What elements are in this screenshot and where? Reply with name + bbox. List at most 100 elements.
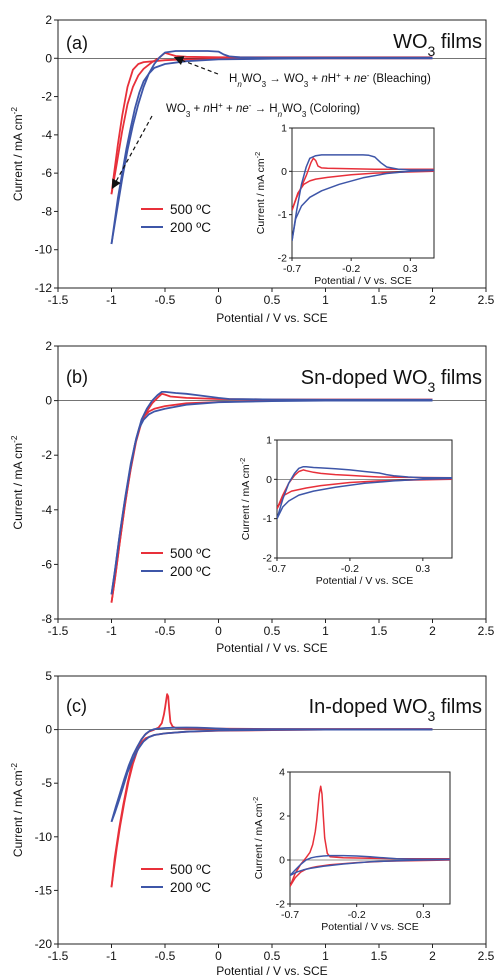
- y-tick-label: 2: [45, 339, 52, 353]
- x-tick-label: 1.5: [371, 624, 388, 638]
- panel-label: (c): [66, 696, 87, 716]
- inset-y-tick-label: 4: [279, 767, 285, 779]
- series-line-0-1: [292, 157, 434, 211]
- inset-y-tick-label: 2: [279, 811, 285, 823]
- inset-frame: [291, 127, 435, 259]
- y-tick-label: 5: [45, 669, 52, 683]
- inset-y-tick-label: 1: [266, 435, 272, 447]
- series-line-1-0: [292, 169, 434, 241]
- y-tick-label: 0: [45, 51, 52, 65]
- inset-x-tick-label: -0.2: [348, 909, 366, 921]
- series-line-1-1: [110, 50, 433, 245]
- x-tick-label: 2: [429, 949, 436, 963]
- inset-y-tick-label: -2: [276, 899, 285, 911]
- inset-y-tick-label: -2: [263, 553, 272, 565]
- chart-title: WO3 films: [393, 31, 482, 59]
- chart-panel-1: 2 0 -2 -4 -6 -8-1.5 -1 -0.5 0 0.5 1 1.5 2 2.5 Potentia…: [9, 339, 495, 655]
- series-line-1-1: [110, 726, 433, 823]
- y-tick-label: -2: [41, 448, 52, 462]
- x-tick-label: 1: [322, 624, 329, 638]
- x-tick-label: -1: [106, 293, 117, 307]
- inset-y-tick-label: 1: [281, 123, 287, 135]
- y-tick-label: -4: [41, 503, 52, 517]
- inset-frame: [289, 771, 451, 905]
- x-tick-label: -1.5: [48, 949, 69, 963]
- x-tick-label: 0.5: [264, 624, 281, 638]
- legend-label: 200 ºC: [170, 564, 211, 579]
- x-tick-label: 0: [215, 293, 222, 307]
- x-axis-label: Potential / V vs. SCE: [216, 641, 327, 655]
- inset-x-tick-label: 0.3: [416, 909, 431, 921]
- x-tick-label: 1: [322, 949, 329, 963]
- y-tick-label: -12: [35, 281, 53, 295]
- chart-title: Sn-doped WO3 films: [301, 367, 482, 395]
- inset-x-tick-label: -0.7: [281, 909, 299, 921]
- inset-y-tick-label: 0: [266, 474, 272, 486]
- legend-label: 500 ºC: [170, 202, 211, 217]
- legend-label: 200 ºC: [170, 220, 211, 235]
- y-tick-label: -15: [35, 883, 53, 897]
- y-axis-label: Current / mA cm-2: [9, 763, 25, 857]
- inset-y-tick-label: -2: [278, 253, 287, 265]
- inset-y-axis-label: Current / mA cm-2: [238, 458, 253, 540]
- x-tick-label: 1.5: [371, 949, 388, 963]
- panel-label: (b): [66, 367, 88, 387]
- y-tick-label: -10: [35, 243, 53, 257]
- chart-panel-2: 5 0 -5 -10 -15 -20-1.5 -1 -0.5 0 0.5 1 1.5 2 2.5 Poten…: [9, 669, 495, 977]
- inset-y-tick-label: 0: [281, 166, 287, 178]
- chart-title: In-doped WO3 films: [309, 696, 482, 724]
- y-tick-label: -8: [41, 204, 52, 218]
- series-line-1-0: [290, 858, 450, 877]
- legend-label: 500 ºC: [170, 862, 211, 877]
- annotation-text: WO3 + nH+ + ne- → HnWO3 (Coloring): [166, 101, 360, 119]
- x-tick-label: -1: [106, 949, 117, 963]
- x-tick-label: 2.5: [478, 624, 495, 638]
- panel-label: (a): [66, 33, 88, 53]
- y-tick-label: 0: [45, 723, 52, 737]
- inset-y-tick-label: 0: [279, 855, 285, 867]
- inset-x-axis-label: Potential / V vs. SCE: [314, 275, 411, 287]
- x-tick-label: -1.5: [48, 293, 69, 307]
- inset-x-tick-label: -0.7: [283, 263, 301, 275]
- y-tick-label: -6: [41, 557, 52, 571]
- x-tick-label: -0.5: [155, 293, 176, 307]
- x-tick-label: -0.5: [155, 949, 176, 963]
- chart-panel-0: 20-2-4-6-8-10-12-1.5 -1 -0.5 0 0.5 1 1.5 2 2.5Po…: [9, 13, 495, 325]
- y-axis-label: Current / mA cm-2: [9, 107, 25, 201]
- series-line-1-1: [292, 154, 434, 241]
- legend-label: 200 ºC: [170, 880, 211, 895]
- y-tick-label: -6: [41, 166, 52, 180]
- x-axis-label: Potential / V vs. SCE: [216, 311, 327, 325]
- series-line-0-1: [290, 785, 450, 887]
- y-tick-label: -20: [35, 937, 53, 951]
- x-tick-label: 0.5: [264, 949, 281, 963]
- y-axis-label: Current / mA cm-2: [9, 435, 25, 529]
- y-tick-label: 0: [45, 394, 52, 408]
- series-line-1-1: [290, 854, 450, 876]
- inset-x-tick-label: -0.2: [342, 263, 360, 275]
- x-tick-label: 0.5: [264, 293, 281, 307]
- x-tick-label: 0: [215, 624, 222, 638]
- inset-frame: [276, 439, 453, 559]
- inset-y-tick-label: -1: [263, 513, 272, 525]
- annotation-arrow: [173, 56, 219, 75]
- x-tick-label: -1: [106, 624, 117, 638]
- y-tick-label: -10: [35, 830, 53, 844]
- y-tick-label: -8: [41, 612, 52, 626]
- series-line-1-1: [110, 390, 433, 595]
- x-tick-label: 2.5: [478, 293, 495, 307]
- inset-x-axis-label: Potential / V vs. SCE: [321, 921, 418, 933]
- inset-x-tick-label: -0.7: [268, 563, 286, 575]
- x-tick-label: 1.5: [371, 293, 388, 307]
- y-tick-label: -2: [41, 90, 52, 104]
- series-line-1-1: [277, 465, 452, 519]
- inset-y-axis-label: Current / mA cm-2: [251, 797, 266, 879]
- inset-x-tick-label: 0.3: [416, 563, 431, 575]
- inset-y-axis-label: Current / mA cm-2: [253, 152, 268, 234]
- x-tick-label: 2.5: [478, 949, 495, 963]
- y-tick-label: 2: [45, 13, 52, 27]
- y-tick-label: -5: [41, 776, 52, 790]
